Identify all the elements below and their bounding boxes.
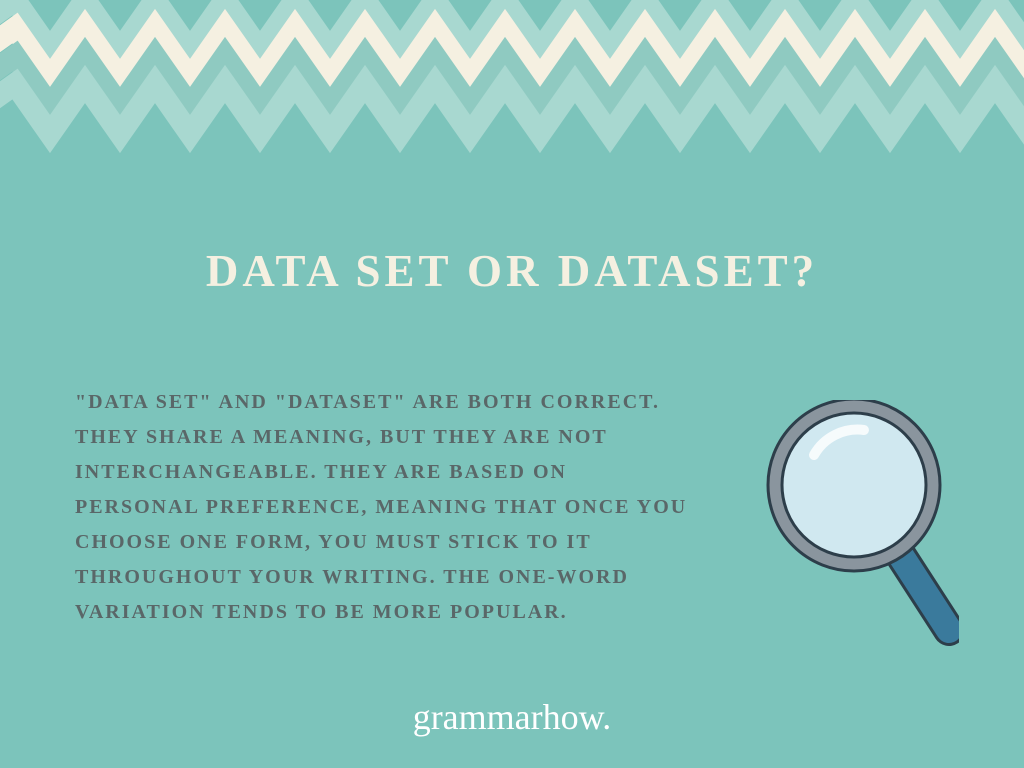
magnifier-icon	[739, 400, 959, 660]
footer-brand: grammarhow.	[0, 696, 1024, 738]
page-title: DATA SET OR DATASET?	[0, 245, 1024, 297]
zigzag-pattern	[0, 0, 1024, 160]
body-text: "DATA SET" AND "DATASET" ARE BOTH CORREC…	[75, 385, 695, 630]
